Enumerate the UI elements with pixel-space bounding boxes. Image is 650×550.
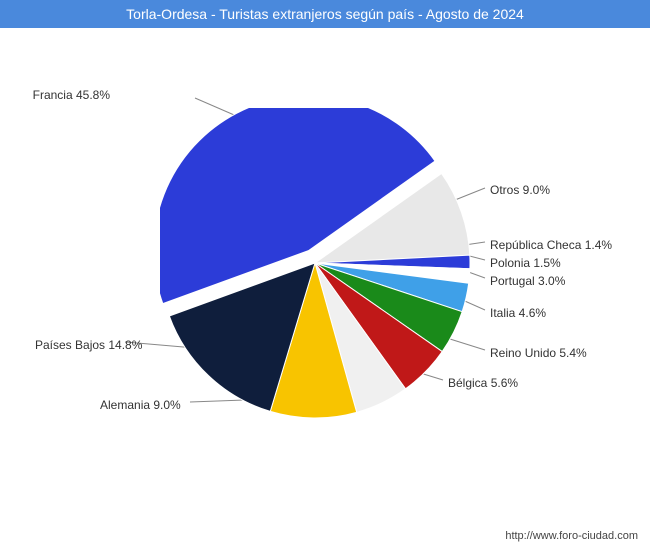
chart-title: Torla-Ordesa - Turistas extranjeros segú… (126, 6, 524, 22)
pie-label-portugal: Portugal 3.0% (490, 274, 565, 288)
pie-label-polonia: Polonia 1.5% (490, 256, 561, 270)
footer-credit: http://www.foro-ciudad.com (505, 530, 638, 542)
chart-area: Francia 45.8% Otros 9.0% República Checa 1… (0, 28, 650, 518)
footer-text: http://www.foro-ciudad.com (505, 530, 638, 542)
pie-label-alemania: Alemania 9.0% (100, 398, 181, 412)
pie-container (160, 108, 500, 453)
pie-label-república-checa: República Checa 1.4% (490, 238, 612, 252)
pie-label-reino-unido: Reino Unido 5.4% (490, 346, 587, 360)
pie-label-francia: Francia 45.8% (33, 88, 110, 102)
pie-label-otros: Otros 9.0% (490, 183, 550, 197)
pie-label-italia: Italia 4.6% (490, 306, 546, 320)
pie-label-países-bajos: Países Bajos 14.8% (35, 338, 142, 352)
pie-label-bélgica: Bélgica 5.6% (448, 376, 518, 390)
chart-title-bar: Torla-Ordesa - Turistas extranjeros segú… (0, 0, 650, 28)
pie-chart (160, 108, 500, 448)
